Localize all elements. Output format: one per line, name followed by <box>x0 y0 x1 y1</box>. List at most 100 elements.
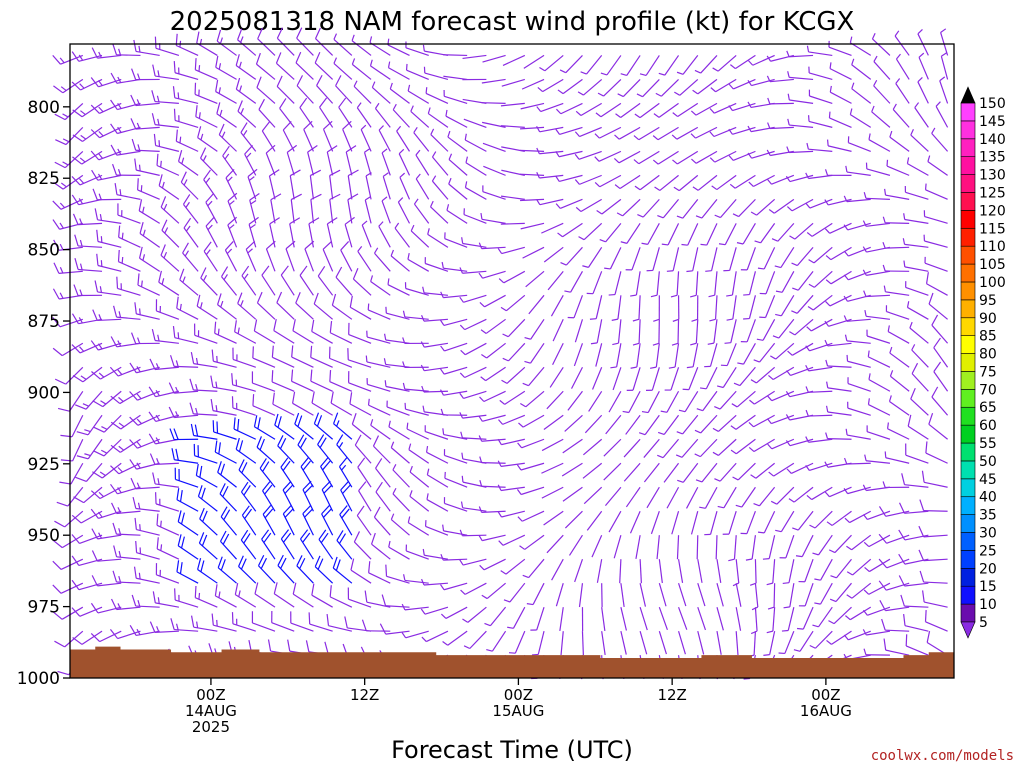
wind-barb <box>830 558 852 579</box>
wind-barb <box>71 342 103 354</box>
wind-barb <box>214 440 237 464</box>
wind-barb <box>635 535 641 559</box>
colorbar-swatch <box>960 120 976 140</box>
wind-barb <box>694 414 718 434</box>
wind-barb <box>256 76 276 104</box>
wind-barb <box>259 458 276 488</box>
wind-barb <box>603 462 622 481</box>
wind-barb <box>619 559 622 584</box>
wind-barb <box>253 319 276 344</box>
wind-barb <box>439 318 468 326</box>
wind-barb <box>265 240 276 272</box>
wind-barb <box>403 574 429 584</box>
wind-barb <box>370 419 391 440</box>
wind-barb <box>271 345 295 368</box>
wind-barb <box>91 528 122 540</box>
wind-barb <box>762 535 776 560</box>
wind-barb <box>845 606 872 621</box>
wind-barb <box>517 510 545 522</box>
wind-barb <box>440 291 468 299</box>
wind-barb <box>111 163 141 176</box>
wind-barb <box>652 319 660 346</box>
wind-barb <box>110 598 141 611</box>
wind-barb <box>478 242 506 250</box>
wind-barb <box>900 594 929 608</box>
wind-barb <box>203 169 218 200</box>
colorbar-label: 35 <box>979 508 997 524</box>
colorbar-label: 70 <box>979 382 997 398</box>
wind-barb <box>317 265 334 296</box>
wind-barb <box>555 583 564 607</box>
wind-barb <box>361 619 391 632</box>
wind-barb <box>500 558 526 575</box>
wind-barb <box>72 213 103 226</box>
wind-barb <box>268 169 280 200</box>
wind-barb <box>392 487 410 512</box>
y-tick-label: 825 <box>28 169 60 189</box>
colorbar-swatch <box>960 478 976 498</box>
wind-barb <box>503 582 526 603</box>
wind-barb <box>133 39 160 57</box>
wind-barb <box>728 126 756 135</box>
wind-barb <box>692 78 718 95</box>
wind-barb <box>203 241 218 272</box>
wind-barb <box>771 222 795 242</box>
wind-barb <box>440 606 468 619</box>
wind-barb <box>586 510 603 531</box>
wind-barb <box>94 208 122 224</box>
wind-barb <box>177 150 199 176</box>
wind-barb <box>500 102 525 107</box>
wind-barb <box>194 82 218 104</box>
wind-barb <box>344 616 372 632</box>
wind-barb <box>614 174 641 190</box>
wind-barb <box>666 247 680 272</box>
wind-barb <box>728 535 737 562</box>
colorbar-swatch <box>960 353 976 372</box>
wind-barb <box>768 366 795 381</box>
wind-barb <box>302 504 314 536</box>
wind-barb <box>825 432 852 440</box>
wind-barb <box>149 453 179 465</box>
wind-barb <box>397 197 411 224</box>
wind-barb <box>91 575 122 587</box>
wind-barb <box>652 126 679 141</box>
wind-barb <box>74 258 103 272</box>
wind-barb <box>430 128 449 152</box>
wind-barb <box>555 174 583 183</box>
wind-barb <box>459 318 487 331</box>
wind-barb <box>110 72 141 84</box>
wind-barb <box>664 367 680 391</box>
wind-barb <box>131 68 160 81</box>
wind-barb <box>481 582 506 600</box>
wind-barb <box>767 390 795 402</box>
wind-barb <box>168 382 199 394</box>
wind-barb <box>405 544 429 560</box>
wind-barb <box>156 153 180 176</box>
wind-barb <box>91 366 122 380</box>
colorbar-swatch <box>960 532 976 551</box>
wind-barb <box>723 247 737 272</box>
wind-barb <box>559 607 564 632</box>
wind-barb <box>793 630 814 652</box>
wind-barb <box>756 319 776 341</box>
wind-barb <box>867 398 891 416</box>
wind-barb <box>596 198 622 215</box>
wind-barb <box>383 333 410 344</box>
wind-barb <box>686 247 699 273</box>
wind-barb <box>369 59 391 80</box>
wind-barb <box>238 555 257 584</box>
wind-barb <box>152 591 180 608</box>
wind-barb <box>918 52 929 80</box>
wind-barb <box>426 493 449 512</box>
wind-barb <box>541 222 564 234</box>
wind-barb <box>650 343 660 369</box>
wind-barb <box>520 390 545 408</box>
wind-barb <box>595 343 603 367</box>
wind-barb <box>340 241 353 272</box>
wind-barb <box>892 103 910 128</box>
wind-barb <box>733 366 756 387</box>
wind-barb <box>497 510 525 518</box>
wind-barb <box>272 392 295 416</box>
wind-barb <box>666 486 680 509</box>
wind-barb <box>520 222 545 230</box>
